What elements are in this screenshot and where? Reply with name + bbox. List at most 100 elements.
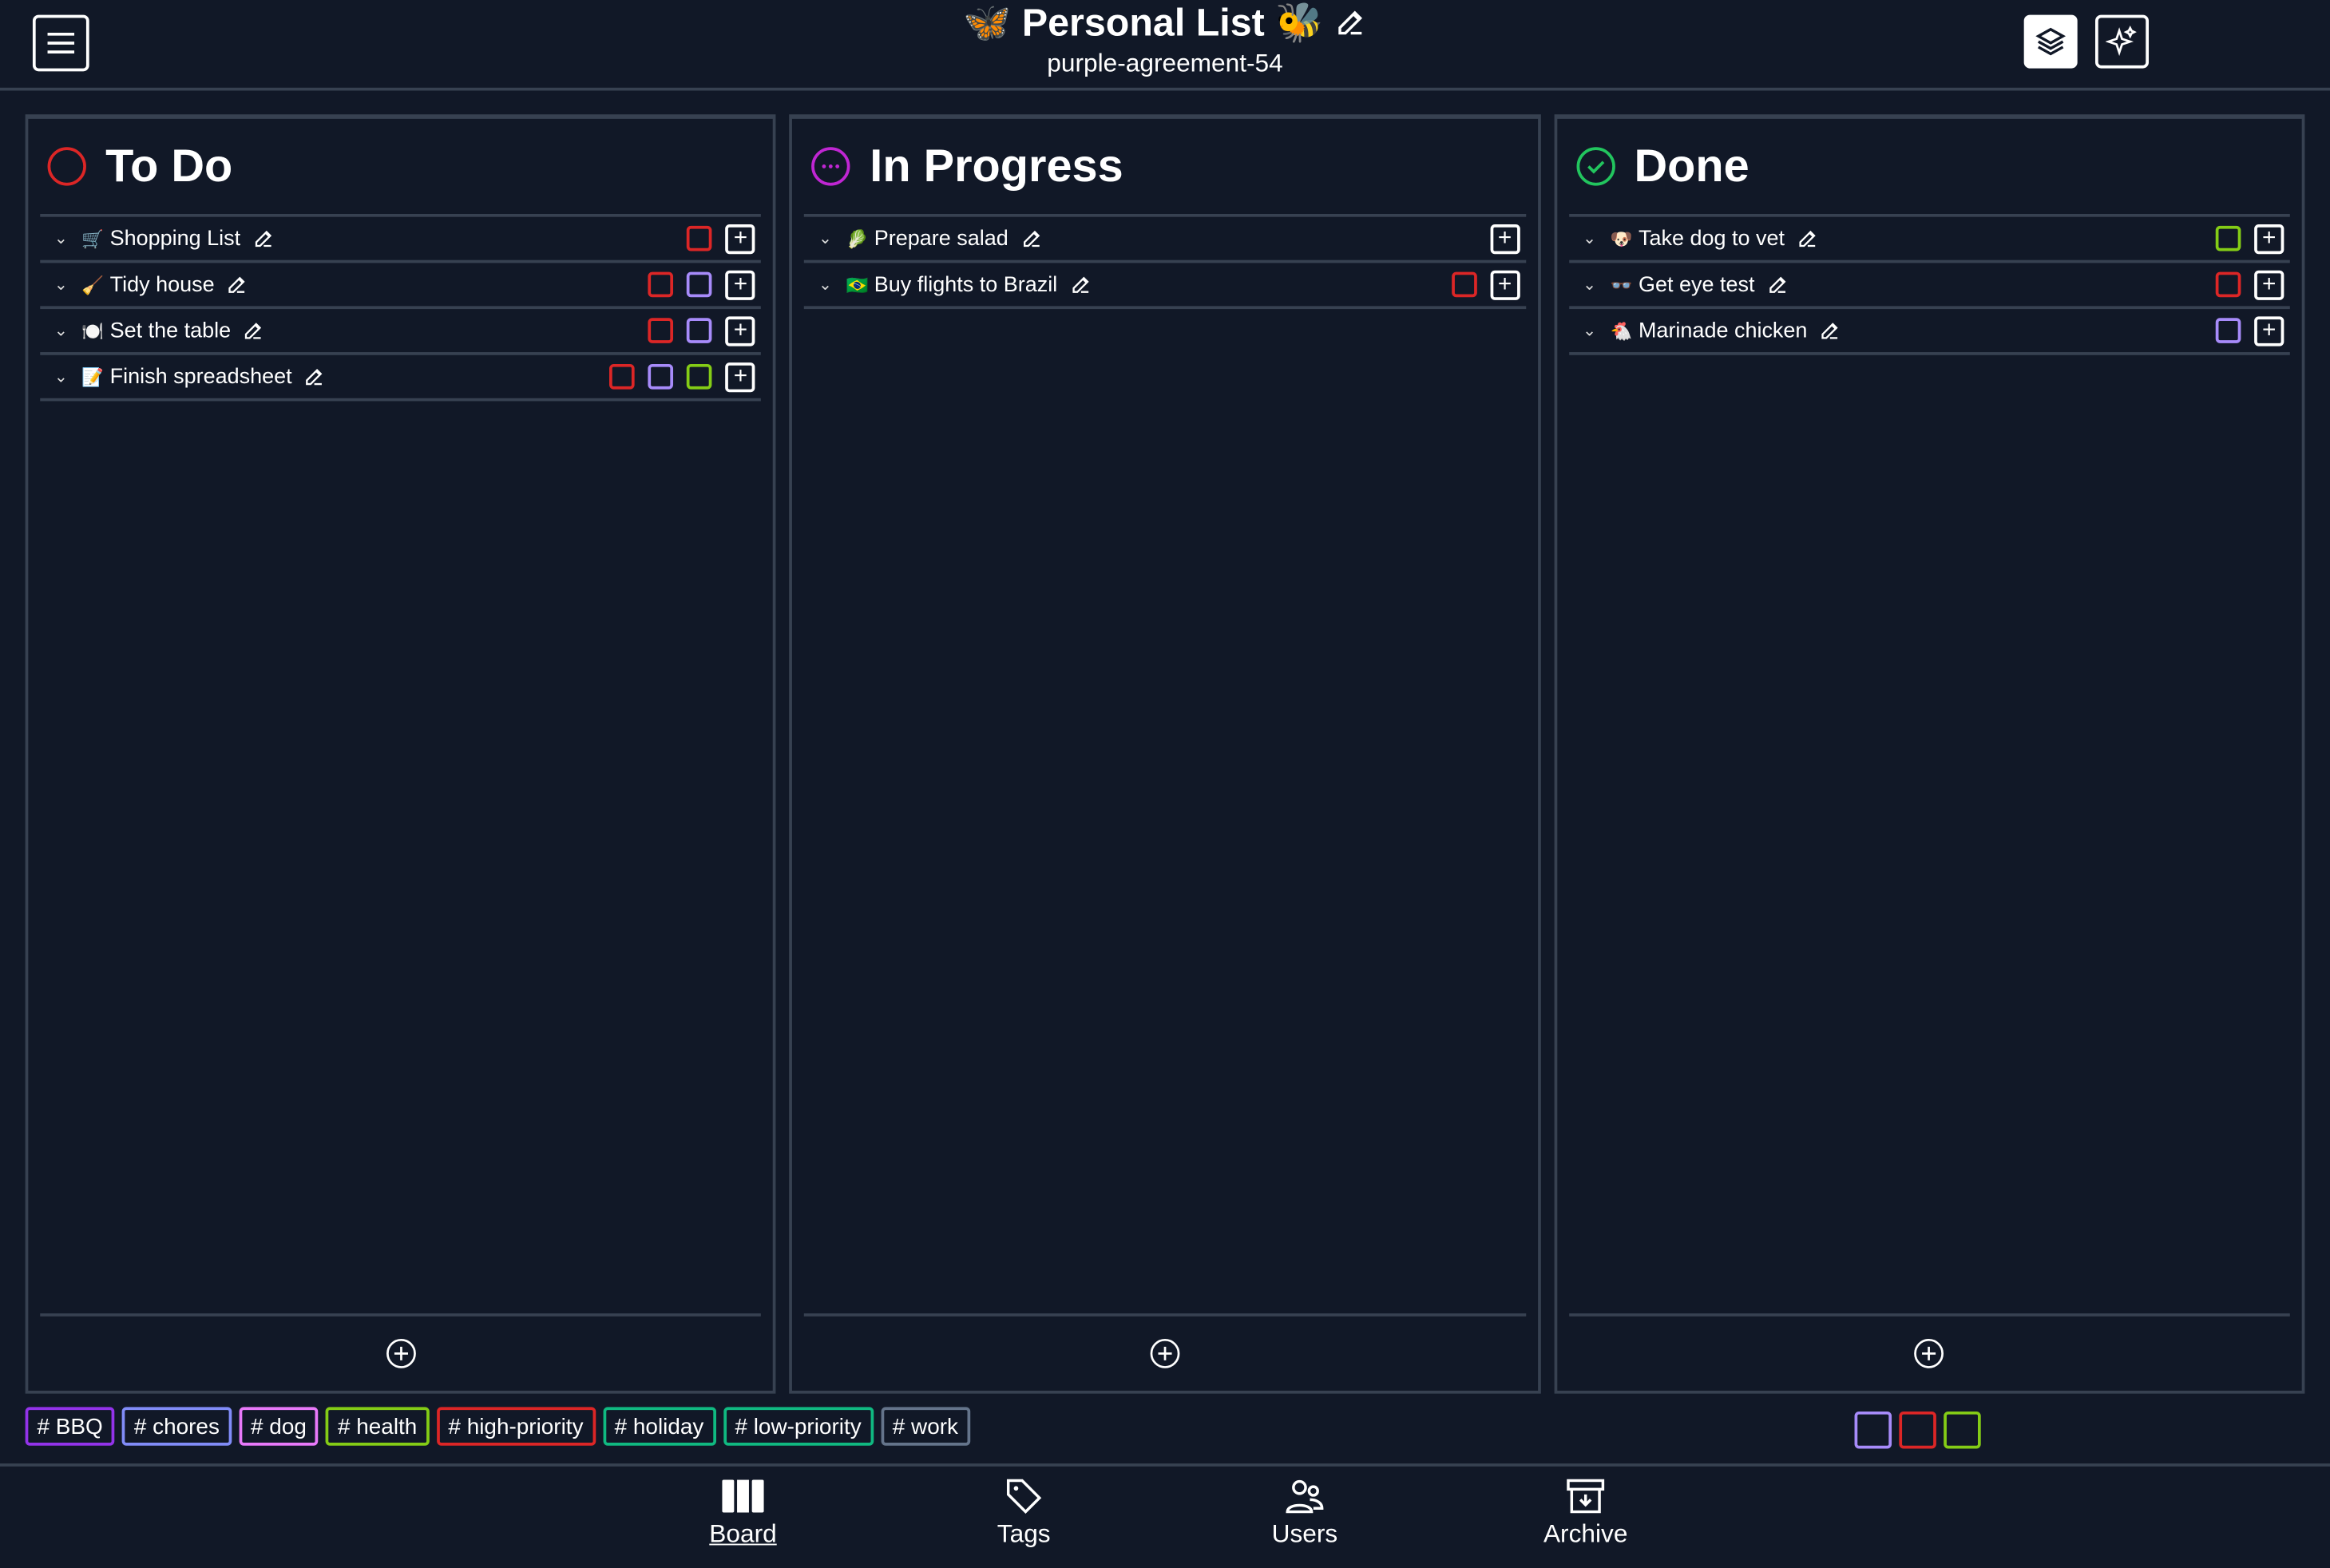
chevron-down-icon[interactable]: ⌄ <box>818 276 833 295</box>
tag-chip[interactable]: # work <box>880 1407 970 1446</box>
menu-button[interactable] <box>32 14 89 72</box>
list-item[interactable]: ⌄ 🧹 Tidy house + <box>40 263 762 310</box>
chevron-down-icon[interactable]: ⌄ <box>53 276 68 295</box>
add-tag-button[interactable]: + <box>2254 315 2284 346</box>
add-tag-button[interactable]: + <box>2254 224 2284 254</box>
item-emoji: 🥬 <box>846 228 869 249</box>
tag-chip[interactable]: # chores <box>121 1407 232 1446</box>
nav-archive[interactable]: Archive <box>1512 1475 1660 1550</box>
tag-indicator[interactable] <box>2215 225 2241 251</box>
add-tag-button[interactable]: + <box>725 224 755 254</box>
tag-indicator[interactable] <box>2215 318 2241 343</box>
edit-icon[interactable] <box>304 366 327 388</box>
tag-chip[interactable]: # low-priority <box>723 1407 874 1446</box>
tag-indicator[interactable] <box>609 363 636 390</box>
tag-indicator[interactable] <box>687 318 713 343</box>
edit-icon[interactable] <box>243 319 265 342</box>
list-item[interactable]: ⌄ 🇧🇷 Buy flights to Brazil + <box>804 263 1526 310</box>
nav-board[interactable]: Board <box>668 1475 817 1550</box>
edit-icon[interactable] <box>1334 6 1367 38</box>
tag-indicator[interactable] <box>687 271 713 298</box>
tag-filter[interactable] <box>1854 1411 1892 1449</box>
add-tag-button[interactable]: + <box>725 362 755 392</box>
nav-users[interactable]: Users <box>1230 1475 1379 1550</box>
tag-indicator[interactable] <box>1451 271 1477 298</box>
chevron-down-icon[interactable]: ⌄ <box>1583 322 1597 341</box>
column-title: Done <box>1634 139 1749 192</box>
tag-list: # BBQ # chores # dog # health # high-priorit… <box>25 1407 970 1446</box>
item-emoji: 👓 <box>1610 274 1633 295</box>
item-emoji: 🇧🇷 <box>846 274 869 295</box>
nav-label: Tags <box>997 1519 1051 1549</box>
edit-icon[interactable] <box>1069 273 1092 295</box>
layers-button[interactable] <box>2023 14 2078 69</box>
tag-indicator[interactable] <box>687 225 713 251</box>
item-label: Set the table <box>109 319 232 343</box>
header: 🦋 Personal List 🐝 purple-agreement-54 <box>0 0 2330 91</box>
archive-icon <box>1567 1479 1605 1514</box>
tag-icon <box>1006 1479 1042 1515</box>
chevron-down-icon[interactable]: ⌄ <box>1583 230 1597 248</box>
item-label: Prepare salad <box>874 226 1008 251</box>
nav-label: Users <box>1271 1519 1338 1549</box>
item-label: Take dog to vet <box>1638 226 1785 251</box>
tag-indicator[interactable] <box>648 271 674 298</box>
tag-filter[interactable] <box>1944 1411 1981 1449</box>
item-emoji: 🐔 <box>1610 320 1633 342</box>
add-tag-button[interactable]: + <box>2254 269 2284 299</box>
add-item-icon[interactable] <box>384 1337 417 1370</box>
board-icon <box>722 1479 764 1513</box>
tag-chip[interactable]: # BBQ <box>25 1407 115 1446</box>
edit-icon[interactable] <box>1797 228 1819 250</box>
edit-icon[interactable] <box>1020 228 1043 250</box>
list-item[interactable]: ⌄ 🐔 Marinade chicken + <box>1568 309 2290 355</box>
item-emoji: 🐶 <box>1610 228 1633 249</box>
tag-indicator[interactable] <box>2215 271 2241 298</box>
add-item-icon[interactable] <box>1149 1337 1182 1370</box>
tag-indicator[interactable] <box>687 363 713 390</box>
edit-icon[interactable] <box>1766 273 1789 295</box>
edit-icon[interactable] <box>227 273 249 295</box>
list-item[interactable]: ⌄ 🐶 Take dog to vet + <box>1568 217 2290 263</box>
circle-icon <box>47 147 86 186</box>
add-tag-button[interactable]: + <box>725 315 755 346</box>
bottom-nav: Board Tags Users Archive <box>0 1463 2330 1567</box>
board-title: 🦋 Personal List 🐝 purple-agreement-54 <box>0 0 2330 83</box>
item-label: Finish spreadsheet <box>109 364 292 389</box>
add-tag-button[interactable]: + <box>1489 269 1520 299</box>
hamburger-icon <box>47 32 75 53</box>
edit-icon[interactable] <box>252 228 275 250</box>
list-item[interactable]: ⌄ 📝 Finish spreadsheet + <box>40 355 762 402</box>
chevron-down-icon[interactable]: ⌄ <box>53 322 68 341</box>
chevron-down-icon[interactable]: ⌄ <box>53 230 68 248</box>
nav-label: Board <box>709 1519 777 1549</box>
butterfly-emoji: 🦋 <box>963 0 1012 45</box>
tag-chip[interactable]: # dog <box>239 1407 319 1446</box>
chevron-down-icon[interactable]: ⌄ <box>1583 276 1597 295</box>
column-to-do: To Do ⌄ 🛒 Shopping List + ⌄ 🧹 Tidy house + ⌄ 🍽️ Set… <box>25 114 777 1394</box>
tag-indicator[interactable] <box>648 318 674 343</box>
add-tag-button[interactable]: + <box>725 269 755 299</box>
add-tag-button[interactable]: + <box>1489 224 1520 254</box>
item-emoji: 🛒 <box>81 228 105 249</box>
tag-indicator[interactable] <box>648 363 674 390</box>
item-label: Shopping List <box>109 226 241 251</box>
tag-chip[interactable]: # health <box>326 1407 430 1446</box>
item-label: Marinade chicken <box>1638 319 1808 343</box>
chevron-down-icon[interactable]: ⌄ <box>53 368 68 386</box>
item-emoji: 🧹 <box>81 274 105 295</box>
column-title: To Do <box>105 139 233 192</box>
tag-filter[interactable] <box>1899 1411 1936 1449</box>
list-item[interactable]: ⌄ 🛒 Shopping List + <box>40 217 762 263</box>
list-item[interactable]: ⌄ 🍽️ Set the table + <box>40 309 762 355</box>
list-item[interactable]: ⌄ 👓 Get eye test + <box>1568 263 2290 310</box>
ai-sparkles-button[interactable] <box>2095 14 2150 69</box>
tag-chip[interactable]: # high-priority <box>436 1407 596 1446</box>
edit-icon[interactable] <box>1819 319 1841 342</box>
nav-tags[interactable]: Tags <box>949 1475 1098 1550</box>
chevron-down-icon[interactable]: ⌄ <box>818 230 833 248</box>
add-item-icon[interactable] <box>1913 1337 1946 1370</box>
sparkles-icon <box>2106 25 2137 57</box>
list-item[interactable]: ⌄ 🥬 Prepare salad + <box>804 217 1526 263</box>
tag-chip[interactable]: # holiday <box>602 1407 716 1446</box>
